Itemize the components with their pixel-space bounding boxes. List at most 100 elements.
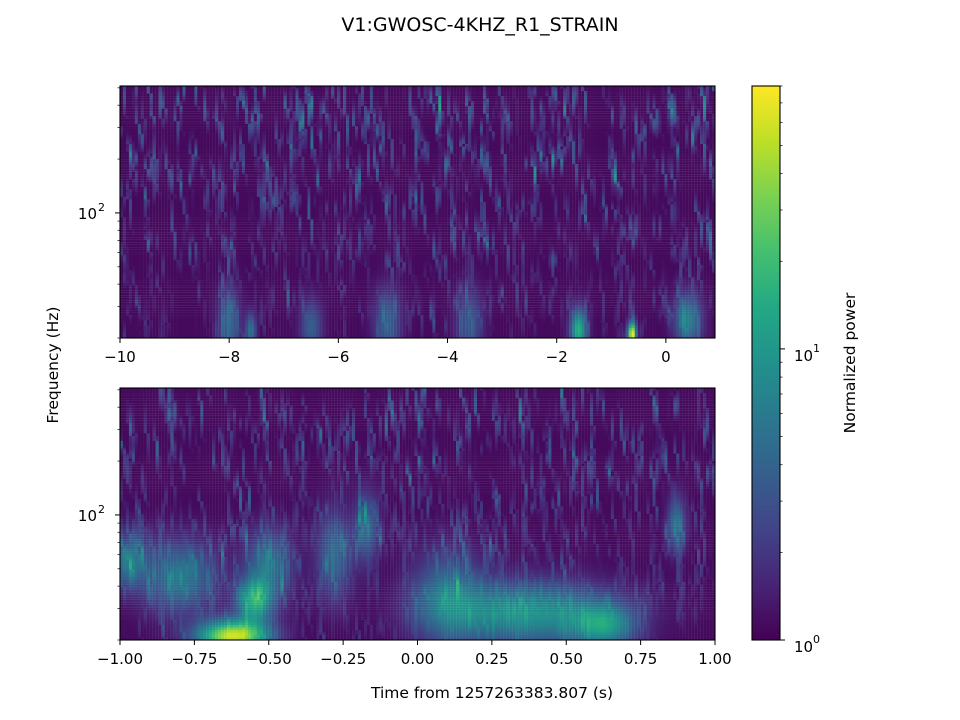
heatmap-cell (185, 285, 189, 288)
heatmap-cell (146, 297, 150, 301)
heatmap-cell (161, 184, 165, 187)
heatmap-cell (149, 191, 153, 195)
heatmap-cell (218, 247, 222, 250)
heatmap-cell (170, 206, 174, 210)
heatmap-cell (185, 93, 189, 97)
heatmap-cell (122, 96, 127, 99)
heatmap-cell (161, 166, 165, 170)
heatmap-cell (167, 159, 171, 162)
heatmap-cell (253, 264, 257, 268)
heatmap-cell (247, 302, 252, 306)
heatmap-cell (167, 212, 171, 215)
heatmap-cell (227, 267, 231, 271)
heatmap-cell (244, 181, 249, 185)
heatmap-cell (236, 232, 240, 235)
heatmap-cell (194, 161, 198, 165)
heatmap-cell (140, 335, 144, 338)
heatmap-cell (206, 146, 210, 150)
heatmap-cell (167, 229, 171, 233)
heatmap-cell (250, 244, 255, 248)
heatmap-cell (256, 156, 260, 160)
heatmap-cell (131, 98, 136, 102)
heatmap-cell (182, 272, 186, 276)
heatmap-cell (215, 186, 219, 190)
heatmap-cell (250, 295, 255, 298)
heatmap-cell (131, 186, 136, 190)
heatmap-cell (221, 217, 225, 220)
heatmap-cell (185, 229, 189, 233)
heatmap-cell (253, 121, 257, 124)
heatmap-cell (170, 86, 174, 89)
heatmap-cell (218, 196, 222, 200)
heatmap-cell (125, 227, 130, 230)
heatmap-cell (170, 277, 174, 281)
heatmap-cell (158, 330, 162, 334)
heatmap-cell (215, 141, 219, 145)
heatmap-cell (209, 103, 213, 107)
heatmap-cell (131, 209, 136, 213)
heatmap-cell (188, 179, 192, 182)
heatmap-cell (131, 194, 136, 198)
heatmap-cell (233, 179, 237, 182)
heatmap-cell (230, 310, 234, 313)
heatmap-cell (143, 305, 147, 308)
heatmap-cell (241, 295, 246, 298)
heatmap-cell (185, 320, 189, 324)
heatmap-cell (265, 196, 269, 200)
heatmap-cell (131, 91, 136, 94)
heatmap-cell (203, 103, 207, 107)
heatmap-cell (250, 330, 255, 334)
heatmap-cell (125, 254, 130, 258)
heatmap-cell (155, 254, 159, 258)
heatmap-cell (170, 121, 174, 124)
heatmap-cell (146, 327, 150, 331)
heatmap-cell (247, 199, 252, 203)
heatmap-cell (244, 98, 249, 102)
heatmap-cell (227, 264, 231, 268)
heatmap-cell (203, 239, 207, 243)
heatmap-cell (215, 315, 219, 318)
heatmap-cell (149, 196, 153, 200)
heatmap-cell (239, 280, 243, 283)
heatmap-cell (173, 159, 177, 162)
heatmap-cell (149, 232, 153, 235)
heatmap-cell (161, 335, 165, 338)
heatmap-cell (250, 282, 255, 286)
heatmap-cell (241, 242, 246, 245)
heatmap-cell (221, 196, 225, 200)
heatmap-cell (143, 161, 147, 165)
heatmap-cell (206, 249, 210, 253)
heatmap-cell (200, 98, 204, 102)
heatmap-cell (253, 330, 257, 334)
heatmap-cell (188, 325, 192, 329)
heatmap-cell (221, 133, 225, 137)
heatmap-cell (146, 93, 150, 97)
heatmap-cell (236, 128, 240, 132)
heatmap-cell (188, 310, 192, 313)
heatmap-cell (143, 149, 147, 152)
heatmap-cell (131, 154, 136, 157)
heatmap-cell (247, 106, 252, 109)
heatmap-cell (241, 262, 246, 266)
heatmap-cell (215, 295, 219, 298)
heatmap-cell (227, 128, 231, 132)
heatmap-cell (209, 244, 213, 248)
heatmap-cell (247, 141, 252, 145)
heatmap-cell (140, 242, 144, 245)
heatmap-cell (120, 181, 124, 185)
heatmap-cell (262, 181, 266, 185)
heatmap-cell (197, 159, 201, 162)
heatmap-cell (259, 244, 263, 248)
heatmap-cell (227, 269, 231, 273)
heatmap-cell (173, 290, 177, 293)
heatmap-cell (212, 204, 216, 208)
heatmap-cell (215, 136, 219, 140)
heatmap-cell (128, 269, 133, 273)
heatmap-cell (212, 317, 216, 321)
heatmap-cell (152, 259, 156, 263)
heatmap-cell (206, 113, 210, 117)
heatmap-cell (152, 141, 156, 145)
heatmap-cell (173, 146, 177, 150)
heatmap-cell (182, 191, 186, 195)
heatmap-cell (185, 264, 189, 268)
